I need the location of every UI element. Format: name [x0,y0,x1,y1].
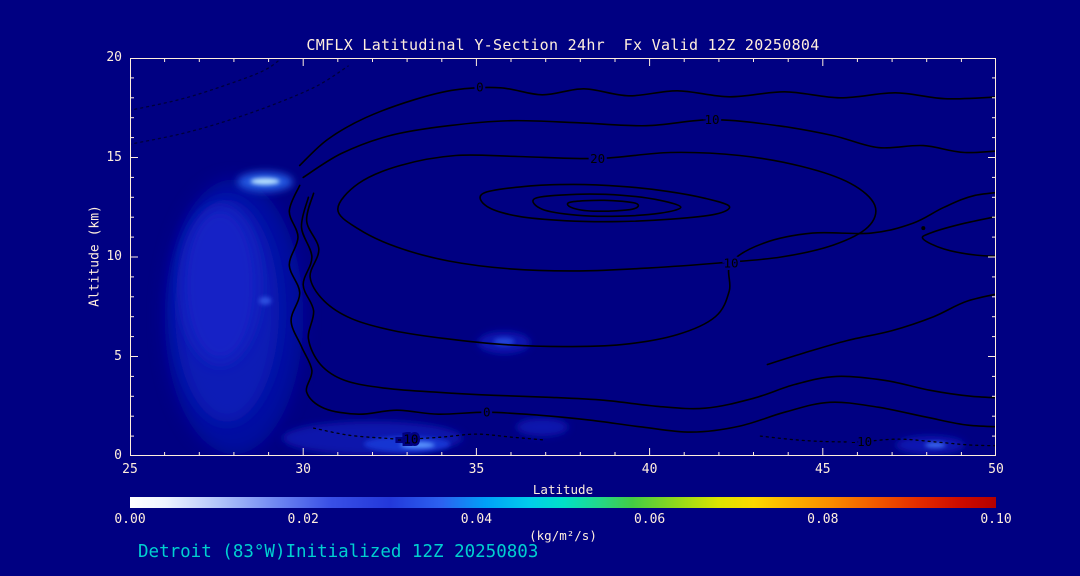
colorbar-tick-label-0.04: 0.04 [460,512,493,527]
fill-midlow-blob [516,418,569,437]
contour-right-notch [921,215,996,258]
contour-10-mid [305,191,996,348]
y-tick-label-15: 15 [106,149,122,165]
x-axis-title: Latitude [532,482,594,497]
axis-box [130,58,996,456]
x-tick-label-50: 50 [988,462,1004,477]
contour-line-layer: 0 10 20 10 0 -10 -10 [130,58,996,452]
colorbar-units-label: (kg/m²/s) [529,528,597,543]
y-tick-label-10: 10 [106,249,122,264]
fill-right-blob-core [925,442,946,448]
colorbar-tick-label-0.10: 0.10 [980,512,1012,527]
x-tick-label-45: 45 [814,462,831,477]
contour-label--10: -10 [396,432,419,447]
station-init-label: Detroit (83°W)Initialized 12Z 20250803 [138,542,539,562]
y-tick-label-0: 0 [114,448,122,463]
contour-inner-3 [566,199,640,213]
contour-10-top [302,118,996,179]
contour-inner-2 [532,193,682,218]
contour-right-branch [766,293,996,366]
contour-inner-1 [479,183,731,223]
contour-label-0: 0 [483,405,491,420]
x-tick-label-40: 40 [641,462,658,477]
contour-0-bottom [288,184,996,433]
y-tick-label-20: 20 [106,50,122,65]
contour-0-top [298,86,996,167]
chart-title: CMFLX Latitudinal Y-Section 24hr Fx Vali… [306,36,820,54]
contour-plot-area: 0 10 20 10 0 -10 -10 [130,58,996,456]
contour-label-10: 10 [704,112,719,127]
contour-dotted-upperleft-2 [130,58,283,111]
contour-label-10: 10 [723,256,738,271]
contour-dotted-bottom-right [759,435,996,447]
x-tick-label-30: 30 [295,462,312,477]
contour-dotted-upperleft-1 [130,65,349,145]
x-tick-label-35: 35 [468,462,485,477]
contour-label-20: 20 [590,151,605,166]
fill-column-speck [258,296,272,305]
contour-10-lower [300,196,996,410]
fill-bottomleft-core [400,441,435,449]
contour-label--10: -10 [850,434,873,449]
filled-contour-layer [164,171,965,455]
contour-20-loop [337,151,877,272]
colorbar-tick-label-0.00: 0.00 [114,512,146,527]
contour-label-0: 0 [476,79,484,94]
colorbar-tick-label-0.02: 0.02 [287,512,319,527]
fill-streak-core [250,178,280,185]
colorbar-gradient [130,497,996,508]
contour-point-marker [921,226,926,231]
fill-left-column-core [182,207,259,363]
colorbar-tick-label-0.06: 0.06 [633,512,666,527]
contour-dotted-bottom-left [312,427,547,441]
y-tick-label-5: 5 [114,348,122,364]
x-tick-label-25: 25 [122,462,138,477]
colorbar-tick-label-0.08: 0.08 [807,512,839,527]
